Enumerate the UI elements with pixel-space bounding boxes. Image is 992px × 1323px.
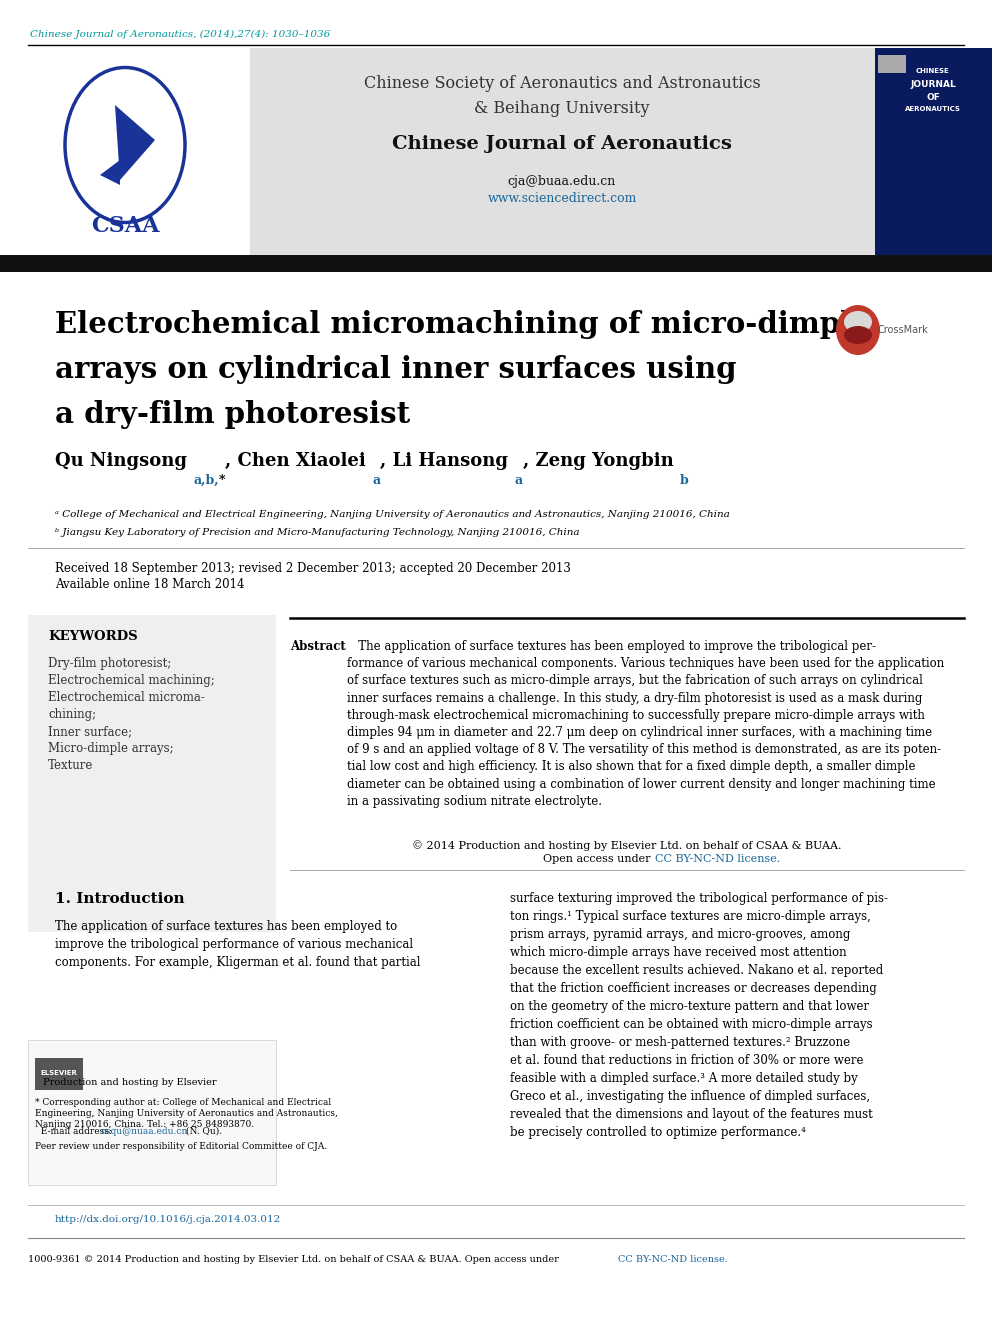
Text: 1. Introduction: 1. Introduction <box>55 892 185 906</box>
Text: Micro-dimple arrays;: Micro-dimple arrays; <box>48 742 174 755</box>
Text: CrossMark: CrossMark <box>878 325 929 335</box>
Text: Available online 18 March 2014: Available online 18 March 2014 <box>55 578 244 591</box>
Text: JOURNAL: JOURNAL <box>910 79 956 89</box>
Bar <box>875 48 992 255</box>
Text: Abstract: Abstract <box>290 640 346 654</box>
Text: cja@buaa.edu.cn: cja@buaa.edu.cn <box>508 175 616 188</box>
Polygon shape <box>115 105 155 180</box>
Text: *: * <box>219 474 225 487</box>
Text: a: a <box>515 474 523 487</box>
Text: © 2014 Production and hosting by Elsevier Ltd. on behalf of CSAA & BUAA.: © 2014 Production and hosting by Elsevie… <box>413 840 842 851</box>
Text: http://dx.doi.org/10.1016/j.cja.2014.03.012: http://dx.doi.org/10.1016/j.cja.2014.03.… <box>55 1215 282 1224</box>
Text: CC BY-NC-ND license.: CC BY-NC-ND license. <box>618 1256 728 1263</box>
Text: Texture: Texture <box>48 759 93 773</box>
Text: chining;: chining; <box>48 708 96 721</box>
Text: Chinese Journal of Aeronautics, (2014),27(4): 1030–1036: Chinese Journal of Aeronautics, (2014),2… <box>30 30 330 40</box>
Text: ᵇ Jiangsu Key Laboratory of Precision and Micro-Manufacturing Technology, Nanjin: ᵇ Jiangsu Key Laboratory of Precision an… <box>55 528 579 537</box>
Text: a,b,: a,b, <box>193 474 219 487</box>
Text: www.sciencedirect.com: www.sciencedirect.com <box>487 192 637 205</box>
Text: Peer review under responsibility of Editorial Committee of CJA.: Peer review under responsibility of Edit… <box>35 1142 327 1151</box>
Ellipse shape <box>844 325 872 344</box>
Text: Electrochemical micromachining of micro-dimple: Electrochemical micromachining of micro-… <box>55 310 870 339</box>
Bar <box>878 56 906 73</box>
Text: nsqu@nuaa.edu.cn: nsqu@nuaa.edu.cn <box>101 1127 188 1136</box>
Text: arrays on cylindrical inner surfaces using: arrays on cylindrical inner surfaces usi… <box>55 355 736 384</box>
Text: KEYWORDS: KEYWORDS <box>48 630 138 643</box>
Text: E-mail address:: E-mail address: <box>35 1127 115 1136</box>
Bar <box>28 1040 276 1185</box>
Text: Qu Ningsong: Qu Ningsong <box>55 452 193 470</box>
Text: The application of surface textures has been employed to
improve the tribologica: The application of surface textures has … <box>55 919 421 968</box>
Text: ELSEVIER: ELSEVIER <box>41 1070 77 1076</box>
Text: , Zeng Yongbin: , Zeng Yongbin <box>523 452 680 470</box>
Polygon shape <box>100 160 120 185</box>
Bar <box>0 48 250 255</box>
Ellipse shape <box>844 311 872 333</box>
Text: OF: OF <box>927 93 940 102</box>
Text: , Chen Xiaolei: , Chen Xiaolei <box>225 452 372 470</box>
Bar <box>0 48 992 255</box>
Text: CHINESE: CHINESE <box>917 67 950 74</box>
Text: Open access under: Open access under <box>543 855 654 864</box>
Text: Inner surface;: Inner surface; <box>48 725 132 738</box>
Bar <box>0 255 992 273</box>
Text: CSAA: CSAA <box>90 216 160 237</box>
Text: Chinese Journal of Aeronautics: Chinese Journal of Aeronautics <box>392 135 732 153</box>
Text: Chinese Society of Aeronautics and Astronautics: Chinese Society of Aeronautics and Astro… <box>364 75 761 93</box>
Text: Received 18 September 2013; revised 2 December 2013; accepted 20 December 2013: Received 18 September 2013; revised 2 De… <box>55 562 570 576</box>
Text: * Corresponding author at: College of Mechanical and Electrical
Engineering, Nan: * Corresponding author at: College of Me… <box>35 1098 338 1130</box>
Text: Production and hosting by Elsevier: Production and hosting by Elsevier <box>44 1078 217 1088</box>
Text: AERONAUTICS: AERONAUTICS <box>905 106 961 112</box>
Text: , Li Hansong: , Li Hansong <box>381 452 515 470</box>
Text: ᵃ College of Mechanical and Electrical Engineering, Nanjing University of Aerona: ᵃ College of Mechanical and Electrical E… <box>55 509 730 519</box>
Text: b: b <box>680 474 688 487</box>
Text: The application of surface textures has been employed to improve the tribologica: The application of surface textures has … <box>347 640 944 808</box>
Text: & Beihang University: & Beihang University <box>474 101 650 116</box>
Text: surface texturing improved the tribological performance of pis-
ton rings.¹ Typi: surface texturing improved the tribologi… <box>510 892 888 1139</box>
Text: a dry-film photoresist: a dry-film photoresist <box>55 400 411 429</box>
Bar <box>250 48 875 255</box>
Text: a: a <box>372 474 381 487</box>
Text: Electrochemical machining;: Electrochemical machining; <box>48 673 214 687</box>
Text: Electrochemical microma-: Electrochemical microma- <box>48 691 205 704</box>
Bar <box>35 1058 83 1090</box>
Text: (N. Qu).: (N. Qu). <box>183 1127 222 1136</box>
Text: CC BY-NC-ND license.: CC BY-NC-ND license. <box>655 855 781 864</box>
Ellipse shape <box>836 306 880 355</box>
Text: Dry-film photoresist;: Dry-film photoresist; <box>48 658 172 669</box>
Bar <box>28 615 276 931</box>
Text: 1000-9361 © 2014 Production and hosting by Elsevier Ltd. on behalf of CSAA & BUA: 1000-9361 © 2014 Production and hosting … <box>28 1256 562 1263</box>
